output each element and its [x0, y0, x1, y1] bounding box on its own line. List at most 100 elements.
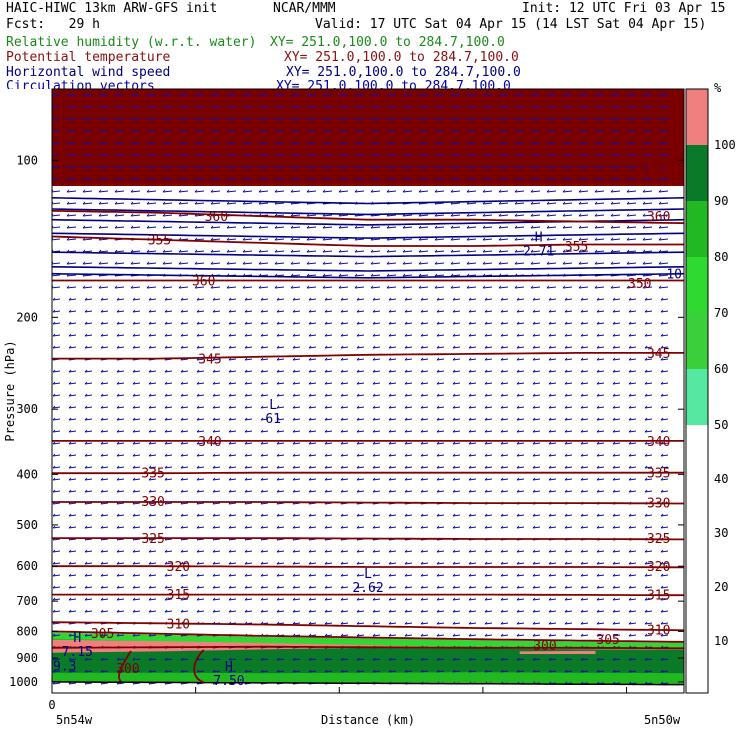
circulation-vector-head	[386, 273, 390, 277]
circulation-vector	[324, 310, 333, 313]
circulation-vector	[404, 562, 413, 565]
circulation-vector-head	[130, 141, 134, 145]
circulation-vector-head	[644, 429, 648, 433]
circulation-vector	[196, 586, 205, 589]
circulation-vector	[276, 466, 285, 469]
circulation-vector	[404, 610, 413, 613]
circulation-vector	[370, 118, 381, 121]
circulation-vector-head	[116, 513, 120, 517]
circulation-vector-head	[258, 129, 262, 133]
circulation-vector	[452, 334, 461, 337]
circulation-vector-head	[372, 489, 376, 493]
circulation-vector-head	[52, 309, 56, 313]
circulation-vector-head	[418, 285, 422, 289]
circulation-vector	[628, 622, 637, 625]
circulation-vector-head	[356, 321, 360, 325]
circulation-vector-head	[468, 513, 472, 517]
circulation-vector	[292, 478, 301, 481]
circulation-vector-head	[52, 105, 54, 108]
circulation-vector-head	[628, 441, 632, 445]
circulation-vector	[66, 94, 77, 97]
circulation-vector-head	[532, 525, 536, 529]
circulation-vector	[564, 598, 573, 601]
circulation-vector-head	[388, 441, 392, 445]
circulation-vector	[116, 298, 125, 301]
circulation-vector	[228, 550, 237, 553]
circulation-vector	[532, 442, 541, 445]
circulation-vector-head	[610, 249, 614, 253]
circulation-vector	[100, 478, 109, 481]
circulation-vector	[356, 526, 365, 529]
circulation-vector	[532, 358, 541, 361]
circulation-vector	[466, 142, 477, 145]
circulation-vector	[530, 262, 541, 265]
circulation-vector	[180, 430, 189, 433]
circulation-vector	[660, 430, 669, 433]
circulation-vector-head	[116, 393, 120, 397]
circulation-vector-head	[562, 249, 566, 253]
circulation-vector-head	[84, 477, 88, 481]
circulation-vector-head	[642, 129, 646, 133]
fcst-label: Fcst: 29 h	[6, 17, 100, 32]
circulation-vector	[434, 202, 445, 205]
circulation-vector-head	[578, 129, 582, 133]
circulation-vector	[276, 346, 285, 349]
circulation-vector-head	[530, 285, 534, 289]
circulation-vector-head	[130, 249, 134, 253]
circulation-vector	[514, 154, 525, 157]
circulation-vector	[418, 238, 429, 241]
circulation-vector-head	[116, 657, 120, 661]
circulation-vector-head	[500, 585, 504, 589]
circulation-vector	[242, 106, 253, 109]
circulation-vector-head	[370, 225, 374, 229]
circulation-vector-head	[52, 129, 54, 132]
circulation-vector-head	[498, 105, 502, 109]
circulation-vector-head	[546, 165, 550, 169]
circulation-vector-head	[450, 177, 454, 181]
circulation-vector-head	[82, 213, 86, 217]
circulation-vector-head	[468, 441, 472, 445]
circulation-vector-head	[580, 453, 584, 457]
circulation-vector-head	[434, 129, 438, 133]
circulation-vector-head	[164, 549, 168, 553]
circulation-vector-head	[338, 105, 342, 109]
circulation-vector	[612, 550, 621, 553]
circulation-vector	[436, 406, 445, 409]
circulation-vector-head	[450, 117, 454, 121]
field-wind-name: Horizontal wind speed	[6, 65, 171, 80]
circulation-vector-head	[498, 117, 502, 121]
circulation-vector-head	[292, 393, 296, 397]
circulation-vector	[194, 94, 205, 97]
circulation-vector	[82, 142, 93, 145]
circulation-vector	[594, 226, 605, 229]
circulation-vector	[242, 166, 253, 169]
circulation-vector-head	[146, 201, 150, 205]
circulation-vector-head	[114, 93, 118, 97]
circulation-vector	[244, 430, 253, 433]
circulation-vector	[548, 526, 557, 529]
circulation-vector-head	[644, 309, 648, 313]
circulation-vector-head	[404, 669, 408, 673]
circulation-vector	[450, 214, 461, 217]
circulation-vector-head	[628, 525, 632, 529]
circulation-vector-head	[276, 621, 280, 625]
circulation-vector-head	[276, 429, 280, 433]
circulation-vector	[276, 562, 285, 565]
circulation-vector	[402, 250, 413, 253]
circulation-vector-head	[178, 129, 182, 133]
circulation-vector	[642, 130, 653, 133]
colorbar-segment	[686, 89, 708, 145]
circulation-vector-head	[290, 213, 294, 217]
circulation-vector-head	[644, 525, 648, 529]
circulation-vector-head	[644, 465, 648, 469]
circulation-vector-head	[388, 333, 392, 337]
circulation-vector-head	[356, 429, 360, 433]
circulation-vector	[242, 202, 253, 205]
circulation-vector-head	[642, 189, 646, 193]
circulation-vector	[308, 610, 317, 613]
circulation-vector	[612, 658, 621, 661]
circulation-vector	[500, 490, 509, 493]
circulation-vector	[516, 406, 525, 409]
circulation-vector-head	[338, 117, 342, 121]
circulation-vector	[322, 94, 333, 97]
